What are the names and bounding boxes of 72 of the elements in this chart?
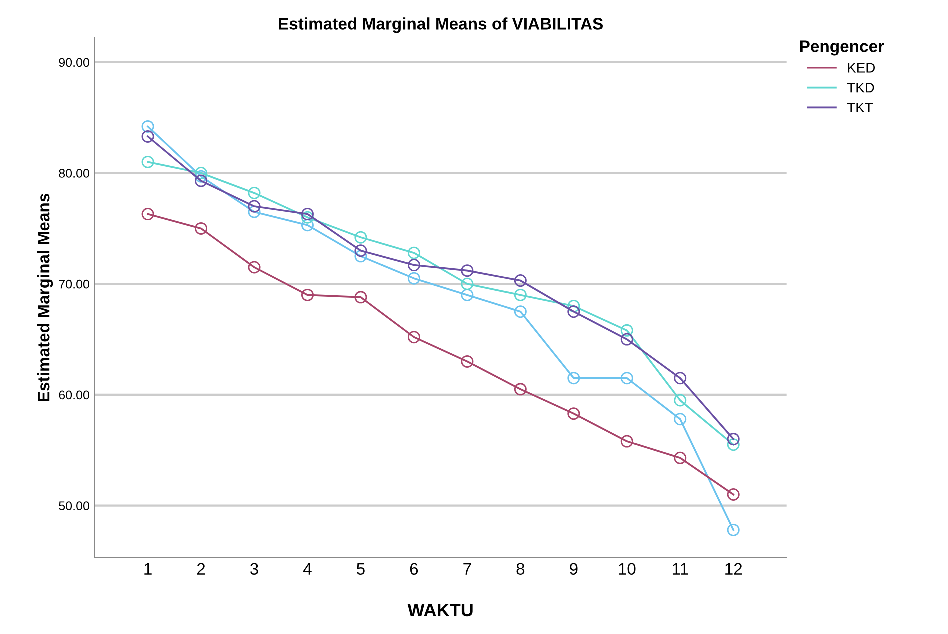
point <box>727 524 740 536</box>
point <box>727 488 740 501</box>
point <box>301 288 314 302</box>
x-tick-label: 1 <box>144 563 152 575</box>
y-tick-label: 70.00 <box>59 280 90 289</box>
point <box>408 259 420 272</box>
point <box>195 222 208 235</box>
x-tick-label: 9 <box>570 563 578 576</box>
point <box>248 200 261 213</box>
x-tick-label: 8 <box>516 563 525 576</box>
point <box>674 452 687 464</box>
x-tick-label: 11 <box>672 563 688 575</box>
point <box>301 219 314 232</box>
point <box>461 264 474 278</box>
point <box>514 383 527 396</box>
point <box>142 208 154 221</box>
point <box>620 324 634 337</box>
x-tick-label: 4 <box>303 563 312 575</box>
y-axis-title: Estimated Marginal Means <box>37 194 54 402</box>
point <box>354 231 368 244</box>
legend-label: KED <box>848 63 876 73</box>
point <box>408 331 420 344</box>
point <box>142 120 154 133</box>
point <box>301 208 314 221</box>
legend-label: TKD <box>847 83 874 93</box>
x-tick-label: 3 <box>250 563 258 576</box>
x-tick-label: 6 <box>410 563 418 576</box>
point <box>354 244 368 258</box>
point <box>195 170 208 183</box>
point <box>674 394 687 407</box>
point <box>408 272 420 285</box>
point <box>514 306 527 318</box>
x-tick-label: 12 <box>726 563 742 575</box>
point <box>461 288 474 302</box>
x-axis-title: WAKTU <box>408 604 473 617</box>
point <box>301 211 314 224</box>
point <box>568 300 580 313</box>
legend-label: TKT <box>847 102 874 113</box>
y-tick-label: 80.00 <box>59 169 90 178</box>
point <box>195 167 208 180</box>
point <box>674 413 687 426</box>
y-tick-label: 50.00 <box>59 502 90 510</box>
x-tick-label: 7 <box>464 563 472 575</box>
point <box>461 278 474 290</box>
point <box>142 156 154 168</box>
point <box>195 174 208 188</box>
point <box>568 408 580 420</box>
y-tick-label: 90.00 <box>59 58 90 68</box>
point <box>354 250 368 263</box>
chart-title: Estimated Marginal Means of VIABILITAS <box>279 18 604 34</box>
legend-title: Pengencer <box>800 40 884 56</box>
point <box>248 186 261 200</box>
point <box>620 435 634 448</box>
point <box>142 130 154 143</box>
point <box>461 355 474 368</box>
point <box>408 246 420 260</box>
point <box>620 372 634 385</box>
x-tick-label: 2 <box>197 563 206 575</box>
point <box>674 372 687 385</box>
x-tick-label: 5 <box>357 563 365 576</box>
point <box>568 372 580 385</box>
point <box>727 438 740 452</box>
point <box>727 433 740 446</box>
x-tick-label: 10 <box>619 563 636 576</box>
point <box>514 274 527 288</box>
point <box>354 291 368 304</box>
point <box>568 306 580 318</box>
point <box>248 206 261 218</box>
y-tick-label: 60.00 <box>59 390 90 400</box>
point <box>514 288 527 302</box>
point <box>620 333 634 346</box>
point <box>248 261 261 274</box>
